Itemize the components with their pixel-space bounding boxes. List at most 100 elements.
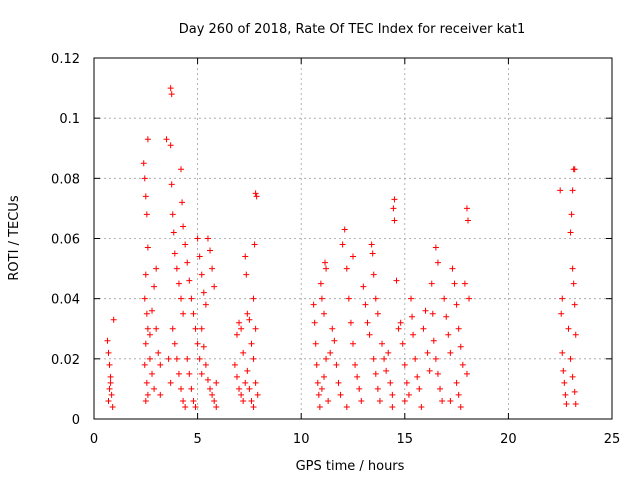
roti-point xyxy=(457,403,464,410)
roti-point xyxy=(370,271,377,278)
roti-point xyxy=(188,295,195,302)
roti-point xyxy=(341,226,348,233)
roti-point xyxy=(198,271,205,278)
roti-point xyxy=(331,337,338,344)
roti-point xyxy=(109,403,116,410)
roti-point xyxy=(390,205,397,212)
roti-point xyxy=(200,289,207,296)
roti-point xyxy=(165,355,172,362)
roti-point xyxy=(322,259,329,266)
roti-point xyxy=(144,325,151,332)
roti-point xyxy=(437,385,444,392)
roti-point xyxy=(383,367,390,374)
roti-point xyxy=(449,265,456,272)
roti-point xyxy=(463,205,470,212)
roti-point xyxy=(387,379,394,386)
roti-point xyxy=(347,319,354,326)
roti-point xyxy=(244,310,251,317)
roti-point xyxy=(211,397,218,404)
roti-point xyxy=(246,385,253,392)
roti-point xyxy=(149,307,156,314)
roti-point xyxy=(153,325,160,332)
roti-point xyxy=(335,379,342,386)
x-tick-label: 15 xyxy=(397,432,414,447)
roti-point xyxy=(151,283,158,290)
roti-point xyxy=(108,391,115,398)
roti-point xyxy=(153,265,160,272)
roti-point xyxy=(410,331,417,338)
roti-point xyxy=(352,361,359,368)
roti-point xyxy=(169,325,176,332)
roti-point xyxy=(369,250,376,257)
roti-point xyxy=(200,343,207,350)
roti-point xyxy=(168,91,175,98)
roti-point xyxy=(175,280,182,287)
roti-point xyxy=(362,301,369,308)
roti-point xyxy=(312,340,319,347)
roti-point xyxy=(151,385,158,392)
roti-point xyxy=(242,253,249,260)
roti-point xyxy=(107,379,114,386)
roti-point xyxy=(198,325,205,332)
roti-point xyxy=(178,385,185,392)
roti-point xyxy=(188,385,195,392)
roti-point xyxy=(570,280,577,287)
roti-point xyxy=(313,361,320,368)
roti-point xyxy=(144,136,151,143)
roti-point xyxy=(250,355,257,362)
y-tick-labels: 0 0.02 0.04 0.06 0.08 0.1 0.12 xyxy=(51,52,80,428)
roti-point xyxy=(143,310,150,317)
roti-point xyxy=(329,325,336,332)
roti-point xyxy=(180,397,187,404)
roti-point xyxy=(311,319,318,326)
roti-point xyxy=(178,295,185,302)
roti-point xyxy=(167,142,174,149)
roti-point xyxy=(242,379,249,386)
roti-point xyxy=(196,355,203,362)
roti-point xyxy=(325,397,332,404)
roti-point xyxy=(202,361,209,368)
roti-point xyxy=(110,316,117,323)
roti-point xyxy=(565,325,572,332)
roti-point xyxy=(314,379,321,386)
roti-point xyxy=(408,295,415,302)
roti-point xyxy=(104,337,111,344)
roti-point xyxy=(381,355,388,362)
roti-point xyxy=(180,223,187,230)
roti-point xyxy=(213,403,220,410)
roti-point xyxy=(439,397,446,404)
roti-point xyxy=(252,379,259,386)
roti-point xyxy=(142,193,149,200)
roti-point xyxy=(233,331,240,338)
roti-point xyxy=(207,385,214,392)
roti-point xyxy=(343,265,350,272)
roti-point xyxy=(399,340,406,347)
roti-point xyxy=(430,337,437,344)
roti-point xyxy=(453,379,460,386)
roti-point xyxy=(186,370,193,377)
roti-point xyxy=(350,340,356,347)
roti-point xyxy=(461,280,468,287)
roti-point xyxy=(320,310,327,317)
roti-point xyxy=(453,301,460,308)
roti-point xyxy=(184,259,191,266)
roti-point xyxy=(434,259,441,266)
roti-point xyxy=(155,349,162,356)
roti-point xyxy=(244,367,251,374)
roti-point xyxy=(559,295,566,302)
roti-point xyxy=(207,247,214,254)
roti-point xyxy=(233,373,240,380)
roti-point xyxy=(250,295,257,302)
x-axis-label: GPS time / hours xyxy=(296,459,405,474)
roti-point xyxy=(144,244,151,251)
roti-point xyxy=(393,277,400,284)
roti-point xyxy=(571,301,578,308)
roti-point xyxy=(146,355,153,362)
x-tick-labels: 0 5 10 15 20 25 xyxy=(90,432,620,447)
roti-point xyxy=(190,397,197,404)
roti-point xyxy=(376,397,383,404)
roti-point xyxy=(466,295,473,302)
roti-point xyxy=(182,241,189,248)
roti-point xyxy=(389,403,396,410)
roti-point xyxy=(149,370,156,377)
